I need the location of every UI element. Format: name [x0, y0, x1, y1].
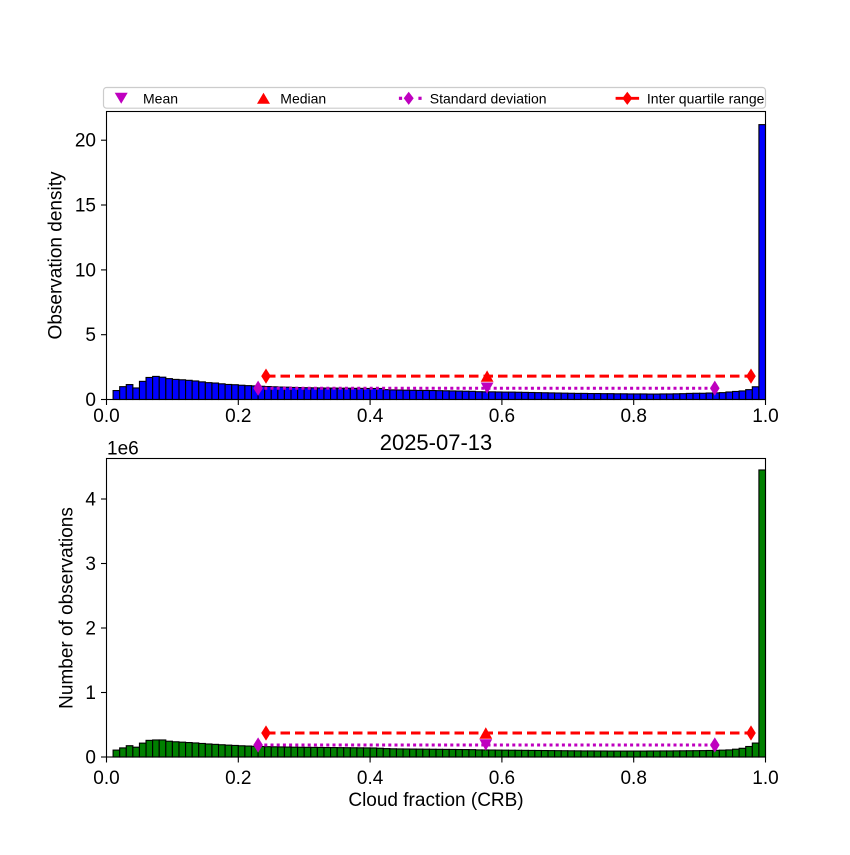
svg-text:0.2: 0.2	[225, 768, 251, 789]
svg-text:1e6: 1e6	[107, 439, 139, 460]
svg-text:0.8: 0.8	[620, 768, 646, 789]
svg-text:Cloud fraction (CRB): Cloud fraction (CRB)	[348, 790, 523, 811]
svg-text:3: 3	[85, 554, 96, 575]
svg-text:Median: Median	[280, 90, 326, 106]
svg-text:Inter quartile range: Inter quartile range	[647, 90, 765, 106]
svg-text:0.2: 0.2	[225, 406, 251, 427]
svg-text:0.6: 0.6	[489, 768, 515, 789]
svg-text:1: 1	[85, 683, 96, 704]
svg-text:4: 4	[85, 490, 96, 511]
svg-text:0.0: 0.0	[93, 406, 119, 427]
svg-text:0.6: 0.6	[489, 406, 515, 427]
svg-text:0.0: 0.0	[93, 768, 119, 789]
svg-text:Standard deviation: Standard deviation	[430, 90, 547, 106]
svg-text:0: 0	[85, 748, 96, 769]
svg-text:Number of observations: Number of observations	[57, 507, 78, 709]
svg-text:Observation density: Observation density	[46, 171, 67, 339]
svg-text:20: 20	[75, 131, 96, 152]
svg-text:0.8: 0.8	[620, 406, 646, 427]
svg-text:10: 10	[75, 260, 96, 281]
svg-text:0.4: 0.4	[357, 406, 384, 427]
svg-text:Mean: Mean	[143, 90, 178, 106]
svg-text:2: 2	[85, 619, 96, 640]
svg-text:1.0: 1.0	[752, 406, 778, 427]
svg-text:2025-07-13: 2025-07-13	[380, 430, 493, 455]
svg-text:5: 5	[85, 325, 96, 346]
svg-text:15: 15	[75, 196, 96, 217]
svg-text:0: 0	[85, 390, 96, 411]
svg-text:0.4: 0.4	[357, 768, 384, 789]
svg-text:1.0: 1.0	[752, 768, 778, 789]
